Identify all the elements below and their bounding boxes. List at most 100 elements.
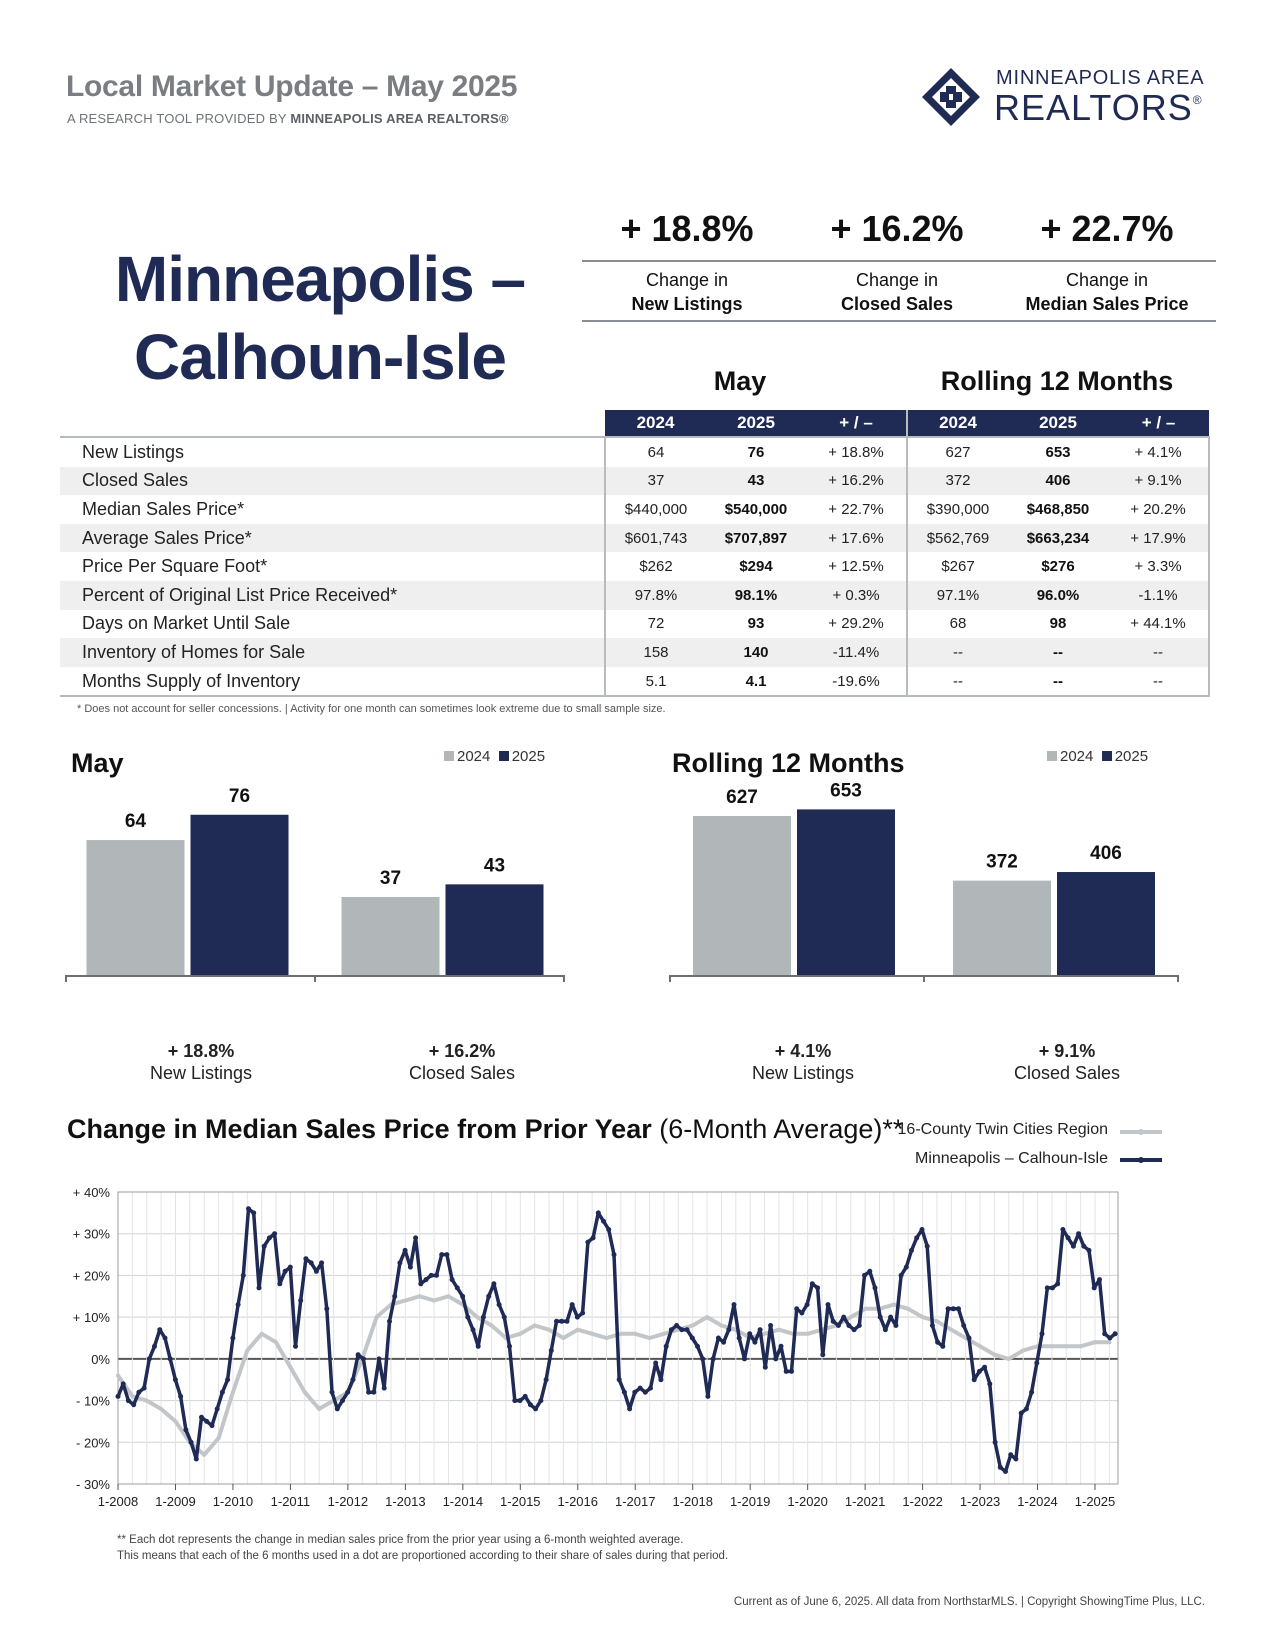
row-cell-1: 93 <box>747 615 765 633</box>
series-point-1 <box>261 1243 267 1249</box>
series-point-1 <box>480 1314 486 1320</box>
header-blank <box>60 410 605 437</box>
series-point-1 <box>877 1314 883 1320</box>
series-point-1 <box>303 1256 309 1262</box>
series-point-1 <box>1044 1285 1050 1291</box>
bar-2025-1 <box>445 884 544 975</box>
series-point-1 <box>1112 1331 1118 1337</box>
row-cell-4: -- <box>1008 666 1108 698</box>
series-point-1 <box>695 1343 700 1349</box>
report-subtitle: A RESEARCH TOOL PROVIDED BY MINNEAPOLIS … <box>67 111 509 126</box>
series-point-1 <box>799 1310 805 1316</box>
y-tick-label: + 20% <box>73 1268 111 1283</box>
logo-line2: REALTORS® <box>994 87 1203 129</box>
series-point-1 <box>752 1339 758 1345</box>
row-cell-1: 140 <box>706 638 806 667</box>
row-cell-4: -- <box>1008 638 1108 667</box>
series-point-1 <box>146 1356 152 1362</box>
line-chart-title-main: Change in Median Sales Price from Prior … <box>67 1114 652 1144</box>
row-cell-3: 97.1% <box>907 580 1008 610</box>
series-point-1 <box>956 1306 961 1312</box>
subtitle-org: MINNEAPOLIS AREA REALTORS® <box>290 111 509 126</box>
y-tick-label: - 20% <box>76 1435 110 1450</box>
series-point-1 <box>731 1302 737 1308</box>
series-point-1 <box>439 1252 445 1258</box>
series-point-1 <box>449 1277 455 1283</box>
bar-value-label: 653 <box>830 780 862 801</box>
row-cell-0: $601,743 <box>604 523 706 553</box>
series-point-1 <box>1086 1247 1092 1253</box>
series-point-0 <box>417 1294 422 1299</box>
series-point-1 <box>987 1381 993 1387</box>
series-point-0 <box>446 1294 451 1299</box>
series-point-0 <box>906 1306 911 1311</box>
bar-may-change-2: + 16.2% <box>428 1041 496 1061</box>
row-cell-0: $262 <box>604 552 706 581</box>
series-point-1 <box>1076 1231 1082 1237</box>
series-point-1 <box>381 1385 387 1391</box>
kpi-label-line2: New Listings <box>631 294 743 314</box>
x-tick-label: 1-2025 <box>1075 1494 1115 1509</box>
series-point-1 <box>815 1285 821 1291</box>
series-point-0 <box>130 1394 135 1399</box>
series-point-1 <box>778 1343 784 1349</box>
row-cell-2: + 18.8% <box>806 436 908 467</box>
table-group-rolling: Rolling 12 Months <box>940 366 1174 396</box>
legend-dot-area <box>1138 1157 1144 1163</box>
series-point-0 <box>116 1373 120 1378</box>
series-point-0 <box>216 1436 221 1441</box>
series-point-1 <box>825 1302 831 1308</box>
series-point-1 <box>193 1456 199 1462</box>
series-point-1 <box>172 1377 178 1383</box>
series-point-1 <box>914 1235 920 1241</box>
row-cell-3: $267 <box>941 558 975 576</box>
series-point-1 <box>564 1318 570 1324</box>
row-cell-4: $276 <box>1041 558 1075 576</box>
x-tick-label: 1-2021 <box>845 1494 885 1509</box>
row-cell-2: -11.4% <box>806 638 908 667</box>
kpi-label-line1: Change in <box>645 270 729 290</box>
series-point-1 <box>747 1331 753 1337</box>
row-cell-2: + 16.2% <box>806 466 908 496</box>
kpi-label-line1: Change in <box>1065 270 1149 290</box>
bar-may-cat-1: + 18.8% New Listings <box>76 1040 326 1084</box>
series-point-1 <box>903 1264 909 1270</box>
series-point-1 <box>585 1239 591 1245</box>
row-cell-5: + 4.1% <box>1108 436 1210 467</box>
series-point-0 <box>935 1319 939 1324</box>
series-point-0 <box>662 1331 666 1336</box>
series-point-1 <box>726 1327 732 1333</box>
row-label: Median Sales Price* <box>82 498 245 519</box>
x-tick-label: 1-2008 <box>98 1494 138 1509</box>
kpi-new-listings-label: Change in New Listings <box>582 268 792 316</box>
series-point-1 <box>402 1247 408 1253</box>
x-tick-label: 1-2010 <box>213 1494 253 1509</box>
series-point-0 <box>518 1331 523 1336</box>
bar-value-label: 76 <box>229 786 250 807</box>
series-point-1 <box>789 1368 794 1374</box>
series-point-0 <box>1049 1344 1054 1349</box>
bar-chart-may-legend: 2024 2025 <box>444 748 545 765</box>
series-point-1 <box>721 1339 727 1345</box>
line-chart-title-suffix: (6-Month Average)** <box>659 1114 904 1144</box>
line-legend-area: Minneapolis – Calhoun-Isle <box>915 1150 1108 1167</box>
series-point-0 <box>604 1336 609 1340</box>
header-may-2024: 2024 <box>605 410 706 437</box>
series-point-1 <box>1070 1243 1076 1249</box>
series-point-1 <box>783 1368 789 1374</box>
series-point-1 <box>199 1414 204 1420</box>
series-point-1 <box>835 1323 841 1328</box>
series-point-1 <box>131 1402 137 1408</box>
series-point-1 <box>841 1314 847 1320</box>
line-footnote: ** Each dot represents the change in med… <box>117 1532 728 1564</box>
series-point-0 <box>489 1323 494 1328</box>
report-title: Local Market Update – May 2025 <box>66 70 518 103</box>
series-point-1 <box>225 1377 231 1383</box>
series-point-1 <box>188 1439 194 1445</box>
series-point-1 <box>992 1439 998 1445</box>
series-point-0 <box>173 1419 178 1424</box>
row-cell-3: $562,769 <box>907 523 1008 553</box>
table-row: Closed Sales 37 43 + 16.2% 372 406 + 9.1% <box>60 466 1210 496</box>
row-cell-1: 98.1% <box>706 580 806 610</box>
series-point-1 <box>929 1323 935 1328</box>
